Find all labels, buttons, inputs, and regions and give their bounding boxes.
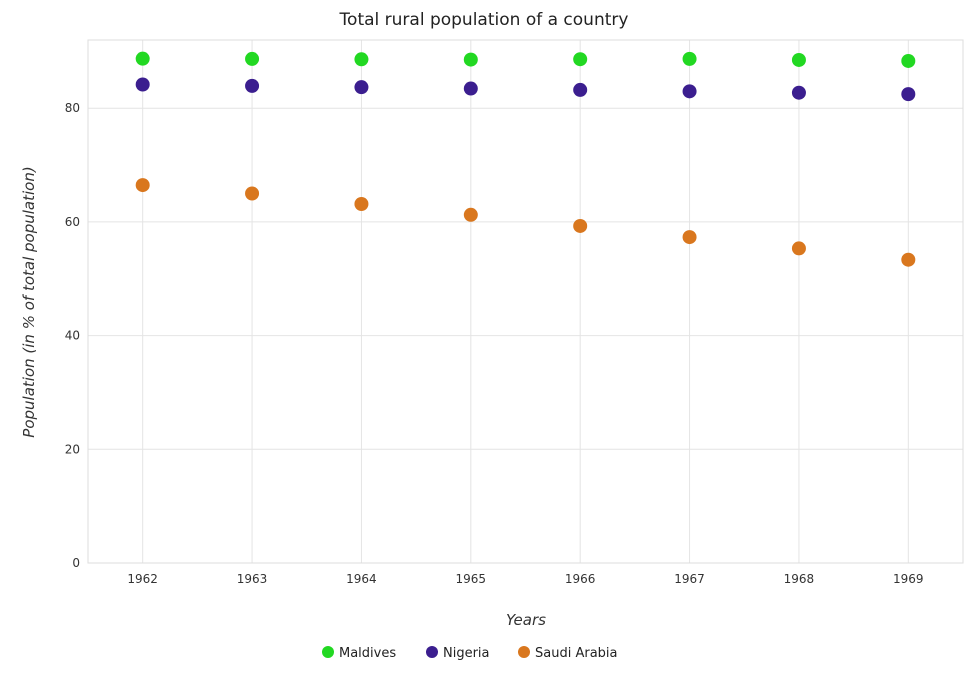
point-maldives	[682, 51, 697, 66]
x-tick-label: 1965	[456, 572, 487, 586]
point-saudi-arabia	[463, 207, 478, 222]
legend-label-saudi-arabia: Saudi Arabia	[535, 646, 618, 661]
point-maldives	[901, 53, 916, 68]
point-nigeria	[463, 81, 478, 96]
point-maldives	[135, 51, 150, 66]
point-saudi-arabia	[135, 178, 150, 193]
x-tick-label: 1964	[346, 572, 377, 586]
legend-marker-maldives	[322, 646, 334, 658]
point-nigeria	[682, 84, 697, 99]
point-maldives	[573, 52, 588, 67]
x-tick-label: 1963	[237, 572, 268, 586]
point-maldives	[791, 52, 806, 67]
x-tick-label: 1966	[565, 572, 596, 586]
legend-marker-nigeria	[426, 646, 438, 658]
point-nigeria	[245, 78, 260, 93]
y-tick-label: 40	[65, 329, 80, 343]
point-nigeria	[573, 82, 588, 97]
point-maldives	[354, 52, 369, 67]
x-tick-label: 1968	[784, 572, 815, 586]
grid-layer	[88, 40, 963, 564]
point-saudi-arabia	[682, 230, 697, 245]
x-tick-label: 1967	[674, 572, 705, 586]
point-nigeria	[354, 80, 369, 95]
point-saudi-arabia	[245, 186, 260, 201]
legend: Maldives Nigeria Saudi Arabia	[322, 646, 618, 661]
chart-title: Total rural population of a country	[339, 10, 629, 30]
axis-layer: 0 20 40 60 80 1962 1963 1964 1965 1966 1967 1968 196…	[65, 39, 964, 586]
x-tick-label: 1962	[127, 572, 158, 586]
point-saudi-arabia	[901, 252, 916, 267]
plot-frame	[87, 39, 964, 564]
y-tick-label: 0	[72, 556, 80, 570]
y-tick-label: 20	[65, 442, 80, 456]
legend-label-maldives: Maldives	[339, 646, 396, 661]
point-maldives	[463, 52, 478, 67]
x-tick-label: 1969	[893, 572, 924, 586]
y-axis-title: Population (in % of total population)	[20, 166, 38, 437]
point-nigeria	[901, 87, 916, 102]
y-tick-label: 80	[65, 101, 80, 115]
legend-marker-saudi-arabia	[518, 646, 530, 658]
point-saudi-arabia	[791, 241, 806, 256]
points-layer	[135, 51, 916, 267]
point-saudi-arabia	[573, 218, 588, 233]
legend-label-nigeria: Nigeria	[443, 646, 490, 661]
point-nigeria	[791, 85, 806, 100]
y-tick-label: 60	[65, 215, 80, 229]
point-saudi-arabia	[354, 197, 369, 212]
point-nigeria	[135, 77, 150, 92]
point-maldives	[245, 51, 260, 66]
x-axis-title: Years	[506, 611, 546, 629]
